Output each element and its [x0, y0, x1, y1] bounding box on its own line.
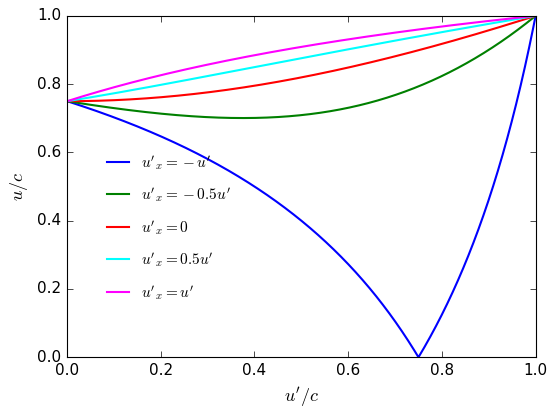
Legend: $u'_x = -u'$, $u'_x = -0.5u'$, $u'_x = 0$, $u'_x = 0.5u'$, $u'_x = u'$: $u'_x = -u'$, $u'_x = -0.5u'$, $u'_x = 0…	[103, 153, 231, 302]
$u'_x = 0$	[88, 98, 95, 103]
Line: $u'_x = 0$: $u'_x = 0$	[67, 16, 535, 101]
$u'_x = -0.5u'$	[292, 113, 299, 118]
$u'_x = u'$	[64, 99, 71, 104]
$u'_x = -0.5u'$	[279, 114, 286, 119]
Line: $u'_x = 0.5u'$: $u'_x = 0.5u'$	[67, 16, 535, 101]
$u'_x = 0.5u'$	[64, 99, 71, 104]
$u'_x = 0$	[519, 18, 525, 23]
Line: $u'_x = -u'$: $u'_x = -u'$	[67, 16, 535, 357]
$u'_x = 0$	[279, 78, 286, 83]
$u'_x = u'$	[291, 45, 298, 50]
$u'_x = 0$	[291, 76, 298, 81]
$u'_x = 0$	[532, 13, 539, 18]
$u'_x = -u'$	[279, 203, 286, 208]
$u'_x = 0.5u'$	[433, 31, 439, 36]
$u'_x = -0.5u'$	[240, 116, 246, 121]
Line: $u'_x = u'$: $u'_x = u'$	[67, 16, 535, 101]
$u'_x = 0$	[518, 18, 525, 23]
$u'_x = u'$	[279, 48, 286, 53]
$u'_x = 0.5u'$	[518, 16, 525, 21]
$u'_x = -u'$	[433, 323, 440, 328]
$u'_x = -0.5u'$	[519, 24, 525, 29]
$u'_x = -u'$	[291, 213, 298, 218]
$u'_x = -u'$	[519, 77, 525, 82]
$u'_x = -u'$	[532, 13, 539, 18]
$u'_x = 0.5u'$	[88, 95, 95, 100]
$u'_x = u'$	[518, 15, 525, 20]
$u'_x = 0.5u'$	[279, 59, 286, 64]
$u'_x = -0.5u'$	[64, 99, 71, 104]
$u'_x = u'$	[433, 25, 439, 30]
Y-axis label: $u/c$: $u/c$	[8, 172, 31, 201]
Line: $u'_x = -0.5u'$: $u'_x = -0.5u'$	[67, 16, 535, 118]
$u'_x = -u'$	[415, 354, 422, 359]
$u'_x = 0.5u'$	[519, 15, 525, 20]
$u'_x = 0.5u'$	[532, 13, 539, 18]
$u'_x = -0.5u'$	[532, 13, 539, 18]
$u'_x = -u'$	[88, 107, 95, 112]
$u'_x = -0.5u'$	[519, 24, 525, 29]
$u'_x = 0.5u'$	[291, 57, 298, 62]
$u'_x = 0$	[64, 99, 71, 104]
$u'_x = -0.5u'$	[88, 102, 95, 107]
$u'_x = u'$	[88, 91, 95, 96]
$u'_x = u'$	[519, 15, 525, 20]
$u'_x = -0.5u'$	[433, 76, 440, 81]
$u'_x = -u'$	[64, 99, 71, 104]
X-axis label: $u'/c$: $u'/c$	[284, 385, 319, 409]
$u'_x = u'$	[532, 13, 539, 18]
$u'_x = 0$	[433, 43, 439, 48]
$u'_x = -u'$	[519, 76, 525, 81]
